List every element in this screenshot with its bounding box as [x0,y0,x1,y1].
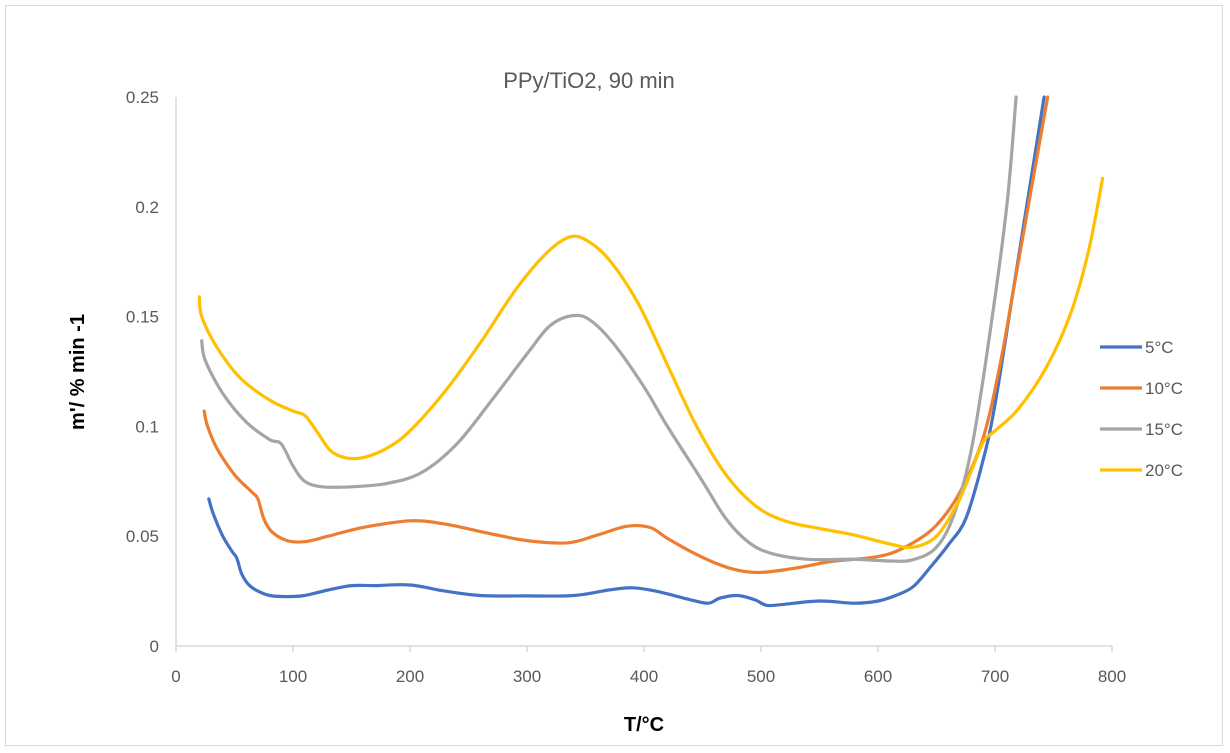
y-axis-title: m'/ % min -1 [67,314,89,430]
legend-label: 20°C [1145,461,1183,480]
y-axis-ticks: 0 0.05 0.1 0.15 0.2 0.25 [126,88,159,656]
series-line-4 [197,176,1105,550]
x-tick-label: 400 [630,667,658,686]
y-tick-label: 0.1 [135,417,159,436]
x-tick-label: 0 [171,667,180,686]
series-line-1 [207,95,1046,608]
x-tick-label: 600 [864,667,892,686]
x-tick-label: 500 [747,667,775,686]
series-line-2 [202,95,1050,575]
chart-title: PPy/TiO2, 90 min [503,68,675,93]
y-tick-label: 0.15 [126,308,159,327]
x-tick-label: 700 [981,667,1009,686]
y-tick-label: 0.2 [135,198,159,217]
legend: 5°C 10°C 15°C 20°C [1100,338,1183,480]
series-line-3 [200,95,1018,563]
legend-label: 15°C [1145,420,1183,439]
x-tick-label: 800 [1098,667,1126,686]
chart-area [5,5,1223,746]
x-tick-label: 100 [279,667,307,686]
y-tick-label: 0.25 [126,88,159,107]
y-tick-label: 0 [150,637,159,656]
y-tick-label: 0.05 [126,527,159,546]
x-axis-title: T/°C [624,714,664,736]
legend-label: 5°C [1145,338,1174,357]
plot-series [197,95,1105,608]
x-axis-ticks: 0 100 200 300 400 500 600 700 800 [171,646,1126,686]
x-tick-label: 300 [513,667,541,686]
x-tick-label: 200 [396,667,424,686]
legend-label: 10°C [1145,379,1183,398]
